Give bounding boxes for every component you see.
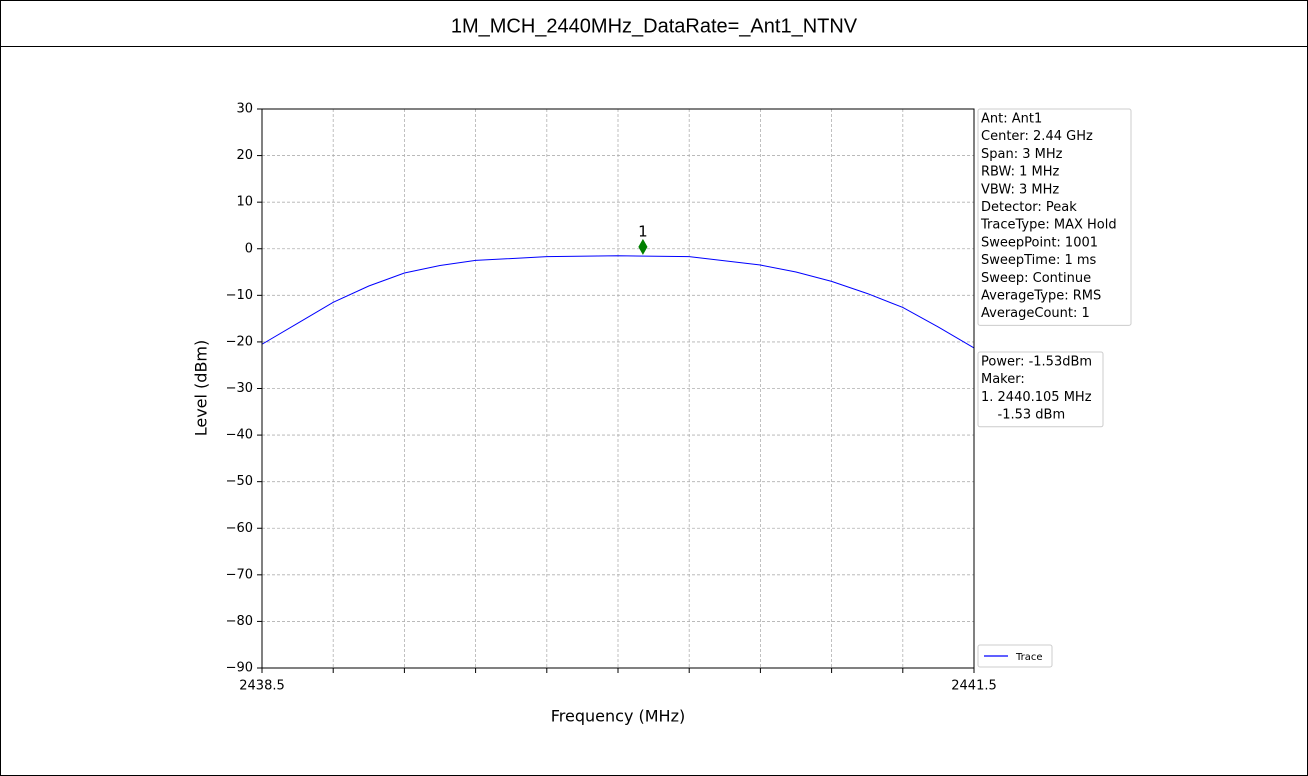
x-tick-label: 2438.5 <box>239 679 285 694</box>
y-tick-label: −60 <box>226 521 253 536</box>
y-tick-label: −50 <box>226 474 253 489</box>
x-axis-label: Frequency (MHz) <box>551 707 685 726</box>
chart-title: 1M_MCH_2440MHz_DataRate=_Ant1_NTNV <box>451 15 858 37</box>
y-tick-label: −10 <box>226 288 253 303</box>
y-tick-label: −30 <box>226 381 253 396</box>
y-tick-label: 30 <box>236 102 253 117</box>
y-tick-label: −20 <box>226 334 253 349</box>
info-line: Span: 3 MHz <box>981 147 1063 162</box>
info-line: Ant: Ant1 <box>981 112 1042 127</box>
y-tick-label: −70 <box>226 567 253 582</box>
y-tick-label: 0 <box>245 241 253 256</box>
x-tick-label: 2441.5 <box>951 679 997 694</box>
info-line: 1. 2440.105 MHz <box>981 390 1092 405</box>
y-tick-label: −40 <box>226 428 253 443</box>
marker-box <box>977 351 1104 428</box>
info-line: SweepTime: 1 ms <box>981 253 1097 268</box>
info-line: AverageCount: 1 <box>981 306 1090 321</box>
legend <box>977 644 1053 668</box>
info-line: SweepPoint: 1001 <box>981 235 1098 250</box>
trace-line <box>261 255 975 349</box>
marker-diamond <box>638 238 648 255</box>
info-line: VBW: 3 MHz <box>981 182 1059 197</box>
info-line: TraceType: MAX Hold <box>980 218 1117 233</box>
info-line: RBW: 1 MHz <box>981 165 1059 180</box>
y-axis-label: Level (dBm) <box>192 340 211 437</box>
y-tick-label: −90 <box>226 661 253 676</box>
info-line: Maker: <box>981 372 1025 387</box>
info-line: AverageType: RMS <box>981 289 1101 304</box>
marker-label: 1 <box>638 222 648 240</box>
info-box <box>977 108 1132 326</box>
info-line: Center: 2.44 GHz <box>981 129 1093 144</box>
legend-label: Trace <box>1015 652 1043 663</box>
info-line: Sweep: Continue <box>981 271 1091 286</box>
plot-frame <box>261 108 975 669</box>
info-line: -1.53 dBm <box>981 408 1065 423</box>
y-tick-label: 10 <box>236 195 253 210</box>
info-line: Power: -1.53dBm <box>981 355 1092 370</box>
y-tick-label: 20 <box>236 148 253 163</box>
info-line: Detector: Peak <box>981 200 1077 215</box>
y-tick-label: −80 <box>226 614 253 629</box>
